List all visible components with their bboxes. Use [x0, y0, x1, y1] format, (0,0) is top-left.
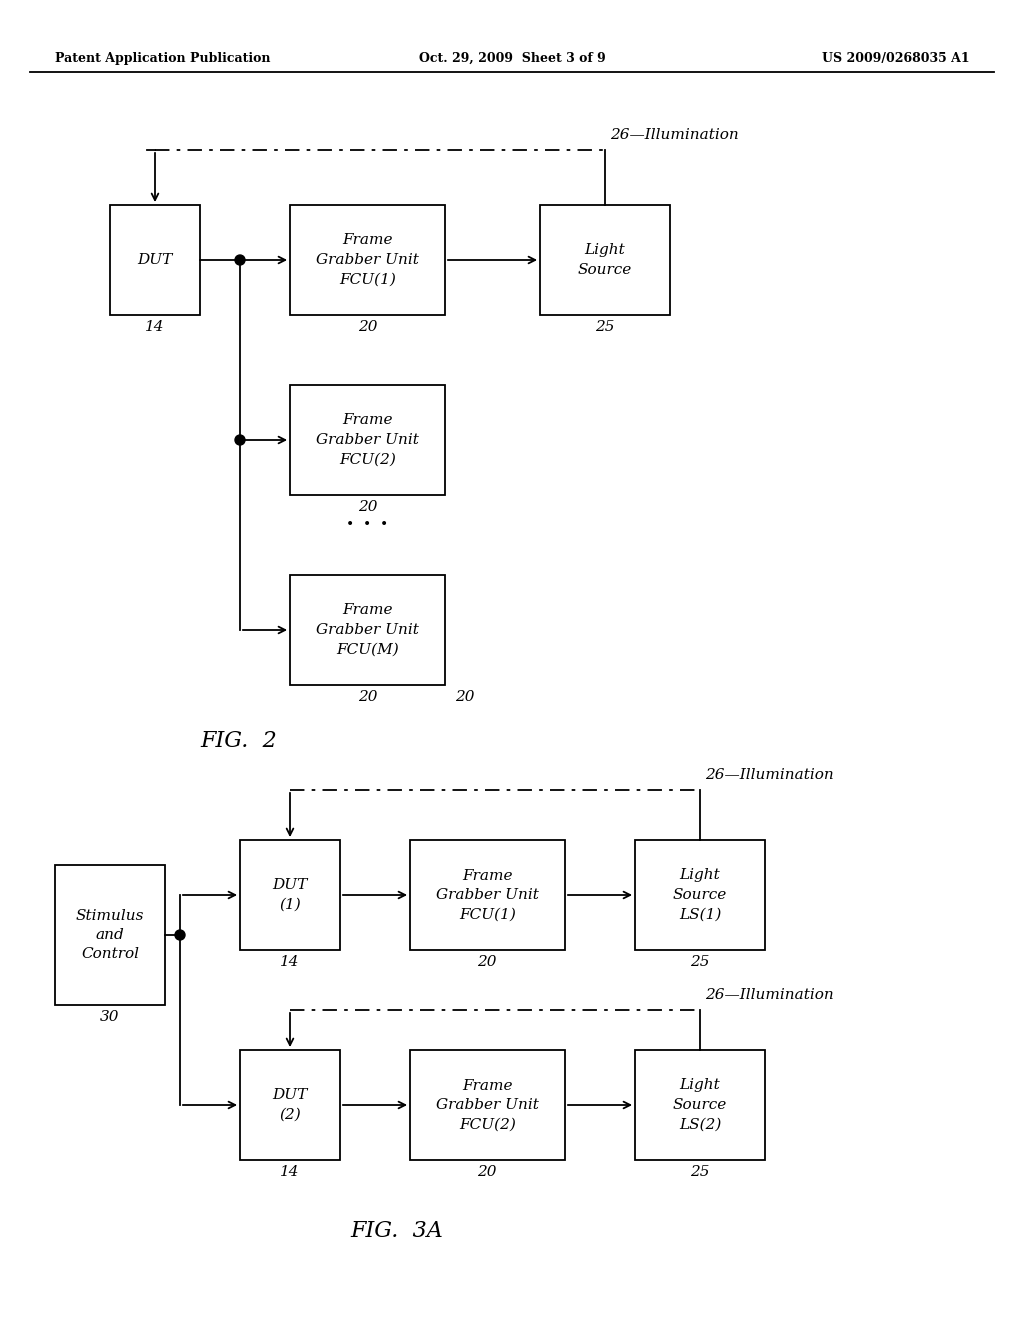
Text: 20: 20	[477, 1166, 497, 1179]
Text: 20: 20	[357, 500, 377, 513]
Text: 20: 20	[455, 690, 474, 704]
Bar	[240, 1049, 340, 1160]
Text: Frame
Grabber Unit
FCU(2): Frame Grabber Unit FCU(2)	[316, 413, 419, 466]
Text: Stimulus
and
Control: Stimulus and Control	[76, 908, 144, 961]
Text: FIG.  2: FIG. 2	[200, 730, 276, 752]
Text: 14: 14	[145, 319, 165, 334]
Text: 26—Illumination: 26—Illumination	[705, 768, 834, 781]
Text: 14: 14	[281, 1166, 300, 1179]
Text: Oct. 29, 2009  Sheet 3 of 9: Oct. 29, 2009 Sheet 3 of 9	[419, 51, 605, 65]
Circle shape	[175, 931, 185, 940]
Text: DUT
(2): DUT (2)	[272, 1088, 307, 1122]
Bar	[410, 840, 565, 950]
Text: FIG.  3A: FIG. 3A	[350, 1220, 442, 1242]
Text: 26—Illumination: 26—Illumination	[705, 987, 834, 1002]
Text: DUT
(1): DUT (1)	[272, 878, 307, 912]
Circle shape	[234, 436, 245, 445]
Text: 30: 30	[100, 1010, 120, 1024]
Text: 25: 25	[595, 319, 614, 334]
Text: Light
Source
LS(1): Light Source LS(1)	[673, 869, 727, 921]
Circle shape	[234, 255, 245, 265]
Text: 14: 14	[281, 954, 300, 969]
Text: 26—Illumination: 26—Illumination	[610, 128, 738, 143]
Text: Patent Application Publication: Patent Application Publication	[55, 51, 270, 65]
Text: 20: 20	[477, 954, 497, 969]
Text: DUT: DUT	[137, 253, 173, 267]
Text: Light
Source
LS(2): Light Source LS(2)	[673, 1078, 727, 1131]
Text: 25: 25	[690, 954, 710, 969]
Text: Frame
Grabber Unit
FCU(1): Frame Grabber Unit FCU(1)	[436, 869, 539, 921]
Bar	[540, 205, 670, 315]
Text: Frame
Grabber Unit
FCU(1): Frame Grabber Unit FCU(1)	[316, 234, 419, 286]
Bar	[290, 576, 445, 685]
Bar	[110, 205, 200, 315]
Text: 25: 25	[690, 1166, 710, 1179]
Text: US 2009/0268035 A1: US 2009/0268035 A1	[822, 51, 970, 65]
Text: •  •  •: • • •	[346, 517, 388, 532]
Bar	[290, 385, 445, 495]
Bar	[240, 840, 340, 950]
Text: 20: 20	[357, 319, 377, 334]
Bar	[290, 205, 445, 315]
Bar	[410, 1049, 565, 1160]
Text: 20: 20	[357, 690, 377, 704]
Bar	[55, 865, 165, 1005]
Text: Frame
Grabber Unit
FCU(M): Frame Grabber Unit FCU(M)	[316, 603, 419, 656]
Bar	[635, 1049, 765, 1160]
Text: Light
Source: Light Source	[578, 243, 632, 277]
Bar	[635, 840, 765, 950]
Text: Frame
Grabber Unit
FCU(2): Frame Grabber Unit FCU(2)	[436, 1078, 539, 1131]
